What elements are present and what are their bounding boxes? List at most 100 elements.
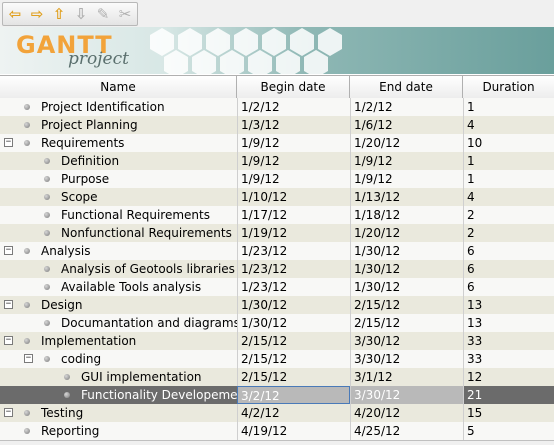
task-duration-cell[interactable]: 6 [463, 260, 554, 278]
task-name-cell[interactable]: − Design [0, 296, 237, 314]
task-end-date-cell[interactable]: 3/1/12 [350, 368, 463, 386]
task-end-date-cell[interactable]: 3/30/12 [350, 332, 463, 350]
task-begin-date-cell[interactable]: 1/17/12 [237, 206, 350, 224]
collapse-toggle-icon[interactable]: − [4, 335, 13, 345]
task-name-cell[interactable]: − Testing [0, 404, 237, 422]
task-duration-cell[interactable]: 10 [463, 134, 554, 152]
task-end-date-cell[interactable]: 1/9/12 [350, 170, 463, 188]
task-begin-date-cell[interactable]: 1/23/12 [237, 242, 350, 260]
task-begin-date-cell[interactable]: 4/2/12 [237, 404, 350, 422]
task-begin-date-cell[interactable]: 3/2/12 [237, 386, 350, 404]
task-end-date-cell[interactable]: 1/30/12 [350, 242, 463, 260]
task-duration-cell[interactable]: 5 [463, 422, 554, 440]
up-arrow-icon[interactable]: ⇧ [49, 5, 69, 23]
task-end-date-cell[interactable]: 1/30/12 [350, 278, 463, 296]
forward-arrow-icon[interactable]: ⇨ [27, 5, 47, 23]
task-name-cell[interactable]: − coding [0, 350, 237, 368]
task-end-date-cell[interactable]: 1/2/12 [350, 98, 463, 116]
task-name-cell[interactable]: Functional Requirements [0, 206, 237, 224]
task-name-cell[interactable]: GUI implementation [0, 368, 237, 386]
task-begin-date-cell[interactable]: 1/23/12 [237, 278, 350, 296]
task-name-cell[interactable]: Definition [0, 152, 237, 170]
collapse-toggle-icon[interactable]: − [4, 299, 13, 309]
task-begin-date-cell[interactable]: 1/9/12 [237, 170, 350, 188]
task-begin-date-cell[interactable]: 1/10/12 [237, 188, 350, 206]
task-name-cell[interactable]: − Analysis [0, 242, 237, 260]
column-header-duration[interactable]: Duration [482, 80, 535, 94]
collapse-toggle-icon[interactable]: − [4, 137, 13, 147]
task-name-cell[interactable]: Scope [0, 188, 237, 206]
back-arrow-icon[interactable]: ⇦ [5, 5, 25, 23]
task-row[interactable]: Scope 1/10/12 1/13/12 4 [0, 188, 554, 206]
collapse-toggle-icon[interactable]: − [4, 407, 13, 417]
task-begin-date-cell[interactable]: 1/19/12 [237, 224, 350, 242]
task-name-cell[interactable]: Nonfunctional Requirements [0, 224, 237, 242]
task-begin-date-cell[interactable]: 2/15/12 [237, 350, 350, 368]
task-duration-cell[interactable]: 33 [463, 332, 554, 350]
task-begin-date-cell[interactable]: 1/2/12 [237, 98, 350, 116]
task-row[interactable]: Available Tools analysis 1/23/12 1/30/12 6 [0, 278, 554, 296]
task-row[interactable]: − Requirements 1/9/12 1/20/12 10 [0, 134, 554, 152]
task-begin-date-cell[interactable]: 1/9/12 [237, 134, 350, 152]
collapse-toggle-icon[interactable]: − [24, 353, 33, 363]
task-row[interactable]: Purpose 1/9/12 1/9/12 1 [0, 170, 554, 188]
task-row[interactable]: Analysis of Geotools libraries 1/23/12 1/3… [0, 260, 554, 278]
task-name-cell[interactable]: Documantation and diagrams [0, 314, 237, 332]
task-duration-cell[interactable]: 6 [463, 278, 554, 296]
task-duration-cell[interactable]: 13 [463, 296, 554, 314]
task-end-date-cell[interactable]: 3/30/12 [350, 350, 463, 368]
task-end-date-cell[interactable]: 1/6/12 [350, 116, 463, 134]
column-header-name[interactable]: Name [0, 76, 237, 99]
task-row[interactable]: − Analysis 1/23/12 1/30/12 6 [0, 242, 554, 260]
task-end-date-cell[interactable]: 1/9/12 [350, 152, 463, 170]
task-duration-cell[interactable]: 4 [463, 116, 554, 134]
task-begin-date-cell[interactable]: 1/9/12 [237, 152, 350, 170]
task-end-date-cell[interactable]: 1/18/12 [350, 206, 463, 224]
task-row[interactable]: − Testing 4/2/12 4/20/12 15 [0, 404, 554, 422]
task-row[interactable]: − Implementation 2/15/12 3/30/12 33 [0, 332, 554, 350]
task-begin-date-cell[interactable]: 4/19/12 [237, 422, 350, 440]
task-begin-date-cell[interactable]: 1/3/12 [237, 116, 350, 134]
task-duration-cell[interactable]: 21 [463, 386, 554, 404]
task-name-cell[interactable]: Project Identification [0, 98, 237, 116]
task-duration-cell[interactable]: 13 [463, 314, 554, 332]
task-name-cell[interactable]: − Requirements [0, 134, 237, 152]
task-end-date-cell[interactable]: 3/30/12 [350, 386, 463, 404]
task-row[interactable]: Project Identification 1/2/12 1/2/12 1 [0, 98, 554, 116]
task-row[interactable]: − coding 2/15/12 3/30/12 33 [0, 350, 554, 368]
task-row[interactable]: Project Planning 1/3/12 1/6/12 4 [0, 116, 554, 134]
task-row[interactable]: Reporting 4/19/12 4/25/12 5 [0, 422, 554, 440]
task-end-date-cell[interactable]: 4/25/12 [350, 422, 463, 440]
task-duration-cell[interactable]: 33 [463, 350, 554, 368]
task-name-cell[interactable]: Functionality Developement [0, 386, 237, 404]
task-name-cell[interactable]: Analysis of Geotools libraries [0, 260, 237, 278]
task-duration-cell[interactable]: 2 [463, 206, 554, 224]
task-row[interactable]: Nonfunctional Requirements 1/19/12 1/20/12… [0, 224, 554, 242]
task-name-cell[interactable]: Reporting [0, 422, 237, 440]
task-duration-cell[interactable]: 2 [463, 224, 554, 242]
task-end-date-cell[interactable]: 2/15/12 [350, 314, 463, 332]
task-name-cell[interactable]: − Implementation [0, 332, 237, 350]
task-row[interactable]: Definition 1/9/12 1/9/12 1 [0, 152, 554, 170]
task-duration-cell[interactable]: 15 [463, 404, 554, 422]
task-begin-date-cell[interactable]: 1/30/12 [237, 314, 350, 332]
task-row[interactable]: Functionality Developement 3/2/12 3/30/12 2… [0, 386, 554, 404]
link-icon[interactable]: ✎ [93, 5, 113, 23]
task-end-date-cell[interactable]: 4/20/12 [350, 404, 463, 422]
task-begin-date-cell[interactable]: 1/30/12 [237, 296, 350, 314]
column-header-end-date[interactable]: End date [350, 76, 463, 99]
task-begin-date-cell[interactable]: 2/15/12 [237, 368, 350, 386]
task-name-cell[interactable]: Project Planning [0, 116, 237, 134]
down-arrow-icon[interactable]: ⇩ [71, 5, 91, 23]
task-end-date-cell[interactable]: 1/20/12 [350, 134, 463, 152]
task-duration-cell[interactable]: 1 [463, 98, 554, 116]
task-row[interactable]: Functional Requirements 1/17/12 1/18/12 2 [0, 206, 554, 224]
task-row[interactable]: Documantation and diagrams 1/30/12 2/15/12… [0, 314, 554, 332]
task-name-cell[interactable]: Available Tools analysis [0, 278, 237, 296]
unlink-icon[interactable]: ✂ [115, 5, 135, 23]
collapse-toggle-icon[interactable]: − [4, 245, 13, 255]
column-header-begin-date[interactable]: Begin date [237, 76, 350, 99]
task-duration-cell[interactable]: 6 [463, 242, 554, 260]
task-end-date-cell[interactable]: 1/13/12 [350, 188, 463, 206]
task-end-date-cell[interactable]: 2/15/12 [350, 296, 463, 314]
